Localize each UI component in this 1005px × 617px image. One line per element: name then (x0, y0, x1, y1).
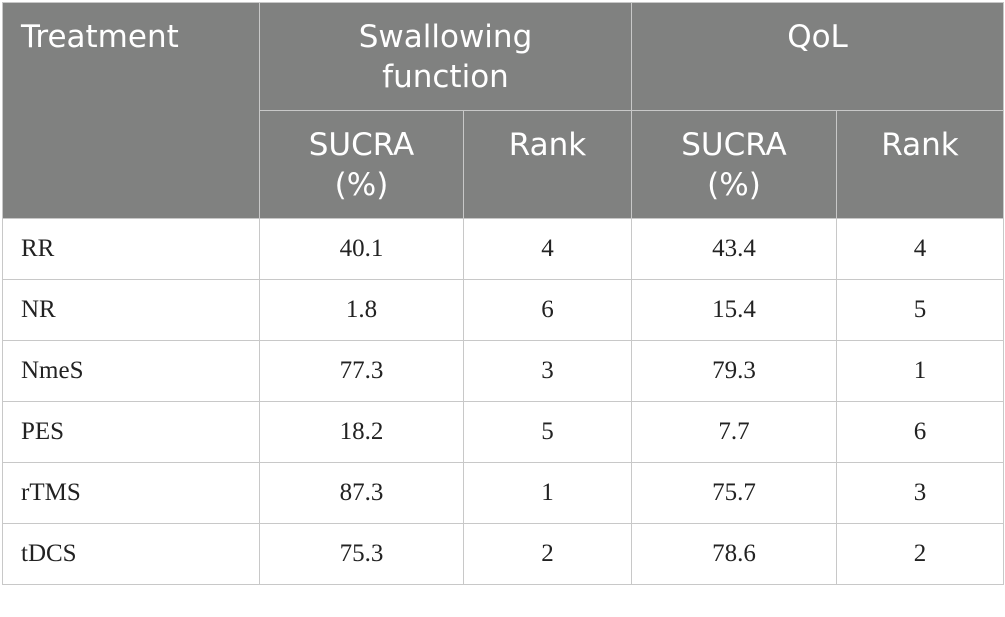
sucra-rank-table: Treatment Swallowing function QoL SUCRA … (2, 2, 1005, 585)
header-sw-sucra: SUCRA (%) (259, 110, 464, 219)
cell-sw-rank: 3 (463, 340, 632, 402)
table-header: Treatment Swallowing function QoL SUCRA … (2, 2, 1005, 219)
cell-qol-rank: 3 (835, 462, 1005, 524)
cell-treatment: tDCS (2, 523, 260, 585)
cell-qol-sucra: 15.4 (631, 279, 837, 341)
table-row: PES 18.2 5 7.7 6 (2, 401, 1005, 463)
cell-qol-rank: 6 (835, 401, 1005, 463)
cell-sw-rank: 6 (463, 279, 632, 341)
cell-sw-sucra: 77.3 (259, 340, 464, 402)
cell-sw-sucra: 18.2 (259, 401, 464, 463)
header-treatment: Treatment (2, 2, 260, 219)
cell-qol-rank: 5 (835, 279, 1005, 341)
cell-treatment: NR (2, 279, 260, 341)
cell-sw-sucra: 1.8 (259, 279, 464, 341)
cell-sw-sucra: 40.1 (259, 218, 464, 280)
cell-qol-sucra: 75.7 (631, 462, 837, 524)
header-row-groups: Treatment Swallowing function QoL (2, 2, 1005, 219)
cell-sw-rank: 5 (463, 401, 632, 463)
header-qol-sucra: SUCRA (%) (631, 110, 837, 219)
table-row: rTMS 87.3 1 75.7 3 (2, 462, 1005, 524)
cell-treatment: NmeS (2, 340, 260, 402)
cell-sw-rank: 2 (463, 523, 632, 585)
table-row: NR 1.8 6 15.4 5 (2, 279, 1005, 341)
cell-qol-sucra: 78.6 (631, 523, 837, 585)
cell-treatment: PES (2, 401, 260, 463)
cell-sw-rank: 1 (463, 462, 632, 524)
header-qol: QoL (630, 2, 1005, 111)
table-row: RR 40.1 4 43.4 4 (2, 218, 1005, 280)
cell-qol-rank: 4 (835, 218, 1005, 280)
header-sw-rank: Rank (463, 110, 632, 219)
cell-qol-sucra: 43.4 (631, 218, 837, 280)
cell-treatment: RR (2, 218, 260, 280)
table-body: RR 40.1 4 43.4 4 NR 1.8 6 15.4 5 NmeS 77… (2, 218, 1005, 585)
cell-qol-rank: 2 (835, 523, 1005, 585)
cell-qol-sucra: 79.3 (631, 340, 837, 402)
header-swallowing-function: Swallowing function (259, 2, 632, 111)
cell-qol-sucra: 7.7 (631, 401, 837, 463)
cell-sw-sucra: 87.3 (259, 462, 464, 524)
table-row: NmeS 77.3 3 79.3 1 (2, 340, 1005, 402)
header-qol-rank: Rank (835, 110, 1005, 219)
cell-treatment: rTMS (2, 462, 260, 524)
cell-qol-rank: 1 (835, 340, 1005, 402)
cell-sw-rank: 4 (463, 218, 632, 280)
header-row-metrics: SUCRA (%) Rank SUCRA (%) Rank (3, 110, 1005, 219)
cell-sw-sucra: 75.3 (259, 523, 464, 585)
table-row: tDCS 75.3 2 78.6 2 (2, 523, 1005, 585)
